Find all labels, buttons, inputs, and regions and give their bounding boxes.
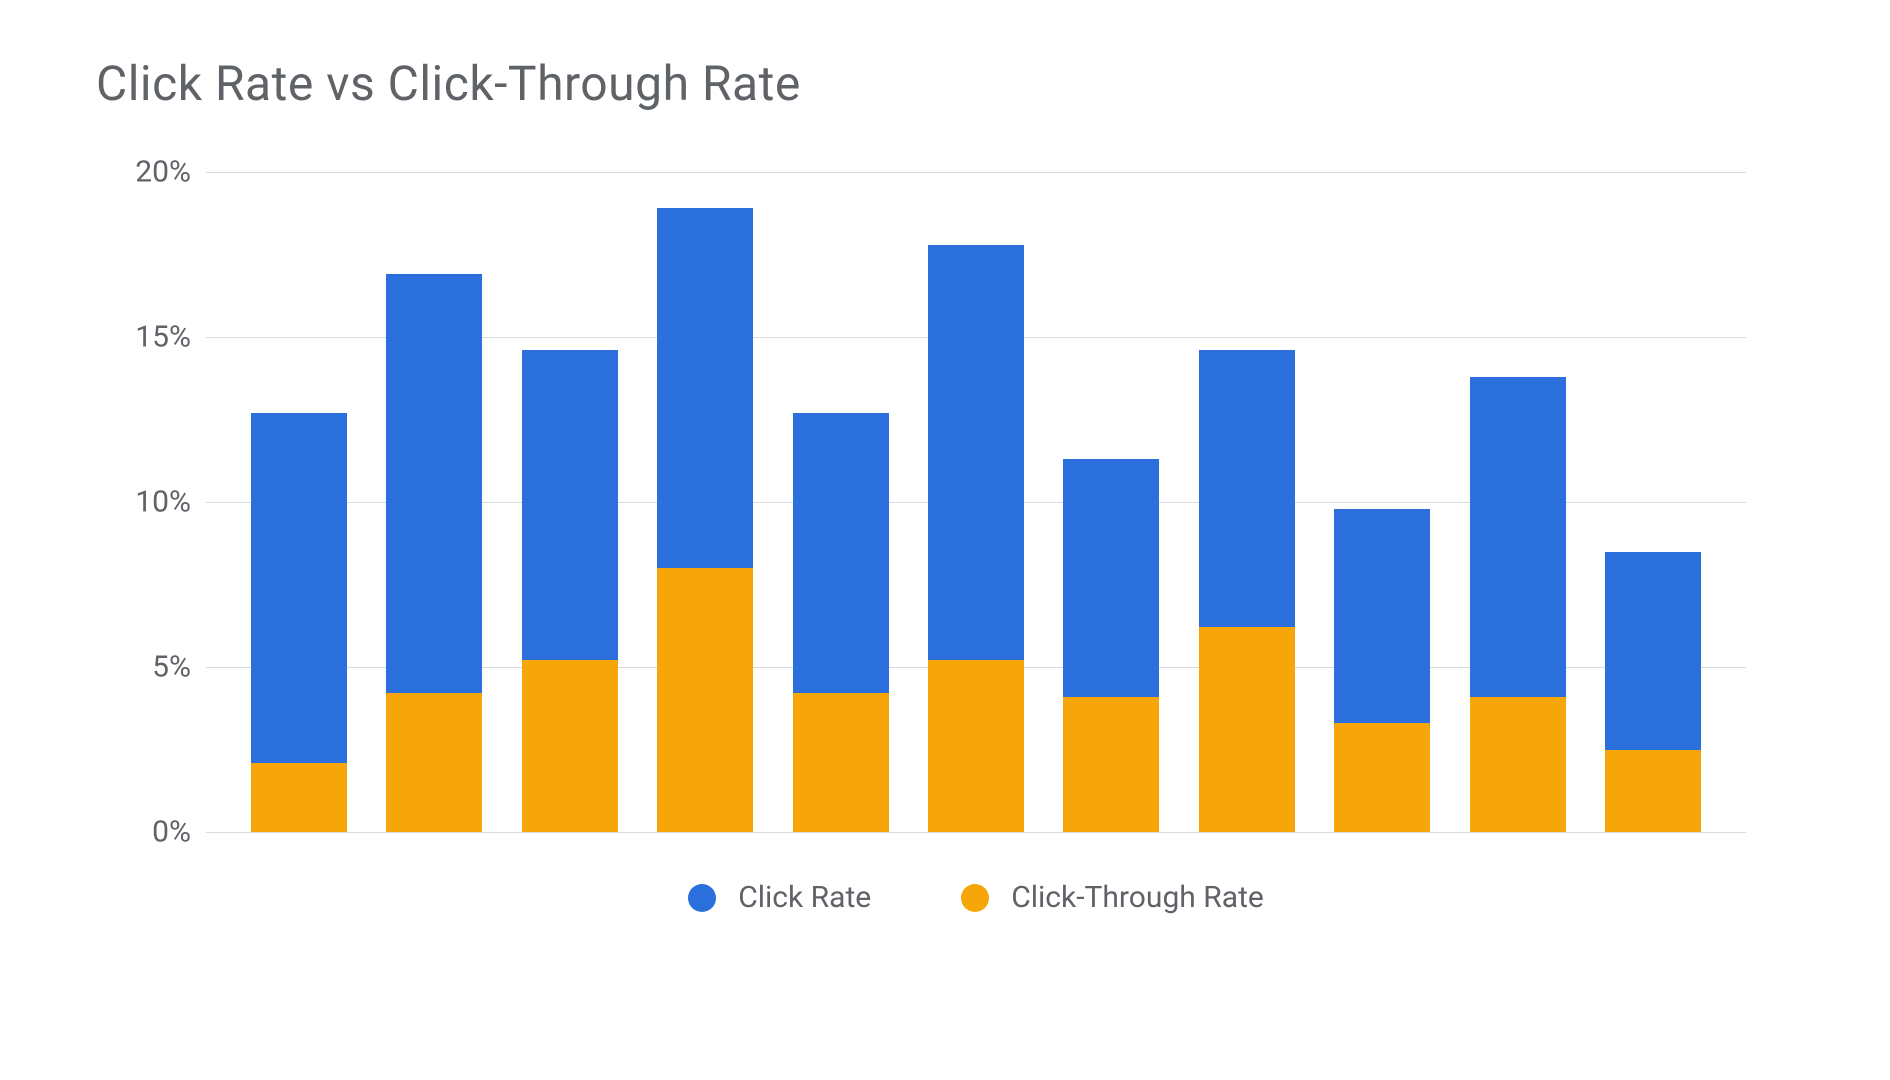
legend-swatch-click-through-rate <box>961 884 989 912</box>
y-axis-tick-label: 10% <box>96 485 191 520</box>
bar <box>1199 350 1295 832</box>
bar <box>928 245 1024 832</box>
bar <box>1470 377 1566 832</box>
chart-container: Click Rate vs Click-Through Rate 0%5%10%… <box>96 55 1796 915</box>
bar <box>522 350 618 832</box>
bar-slot <box>231 172 366 832</box>
bar-slot <box>502 172 637 832</box>
bar-segment-click-rate <box>1063 459 1159 697</box>
bar-segment-click-rate <box>1470 377 1566 697</box>
bar-segment-click-through-rate <box>1063 697 1159 832</box>
y-axis-tick-label: 0% <box>96 815 191 850</box>
bar <box>1605 552 1701 833</box>
bar-segment-click-through-rate <box>522 660 618 832</box>
bar-segment-click-through-rate <box>657 568 753 832</box>
y-axis-tick-label: 15% <box>96 320 191 355</box>
bar-segment-click-rate <box>793 413 889 694</box>
legend-label-click-through-rate: Click-Through Rate <box>1011 880 1264 915</box>
bar-slot <box>773 172 908 832</box>
bar-segment-click-rate <box>251 413 347 763</box>
bar <box>657 208 753 832</box>
bar-segment-click-through-rate <box>928 660 1024 832</box>
bar-segment-click-through-rate <box>251 763 347 832</box>
legend-item-click-rate: Click Rate <box>688 880 871 915</box>
plot-area: 0%5%10%15%20% <box>206 172 1746 832</box>
bar-segment-click-through-rate <box>793 693 889 832</box>
bar-segment-click-through-rate <box>1605 750 1701 833</box>
grid-line <box>206 832 1746 833</box>
bar-segment-click-rate <box>1334 509 1430 724</box>
bar-slot <box>1315 172 1450 832</box>
bar-segment-click-through-rate <box>1470 697 1566 832</box>
bar <box>251 413 347 832</box>
bar-segment-click-rate <box>1605 552 1701 750</box>
y-axis-tick-label: 20% <box>96 155 191 190</box>
bar-segment-click-rate <box>928 245 1024 661</box>
y-axis-tick-label: 5% <box>96 650 191 685</box>
legend-label-click-rate: Click Rate <box>738 880 871 915</box>
bar-segment-click-rate <box>1199 350 1295 627</box>
bar-segment-click-through-rate <box>386 693 482 832</box>
bar-segment-click-through-rate <box>1199 627 1295 832</box>
bar <box>386 274 482 832</box>
bar-segment-click-rate <box>386 274 482 693</box>
bar-slot <box>366 172 501 832</box>
bar-slot <box>1179 172 1314 832</box>
bar-slot <box>1586 172 1721 832</box>
bar-slot <box>1450 172 1585 832</box>
bars-group <box>206 172 1746 832</box>
bar <box>1334 509 1430 832</box>
legend-swatch-click-rate <box>688 884 716 912</box>
bar-slot <box>908 172 1043 832</box>
bar <box>1063 459 1159 832</box>
legend: Click Rate Click-Through Rate <box>206 880 1746 915</box>
bar-segment-click-rate <box>522 350 618 660</box>
bar <box>793 413 889 832</box>
chart-title: Click Rate vs Click-Through Rate <box>96 55 1796 112</box>
bar-slot <box>637 172 772 832</box>
bar-slot <box>1044 172 1179 832</box>
bar-segment-click-rate <box>657 208 753 568</box>
bar-segment-click-through-rate <box>1334 723 1430 832</box>
legend-item-click-through-rate: Click-Through Rate <box>961 880 1264 915</box>
